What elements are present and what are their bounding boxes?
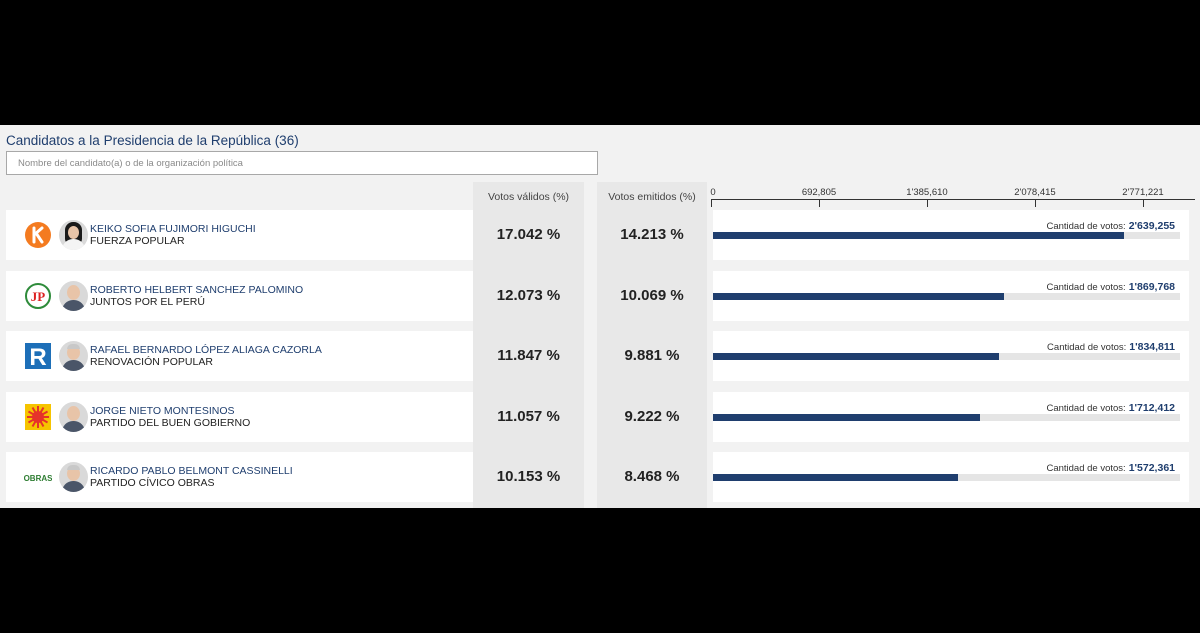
party-name: PARTIDO DEL BUEN GOBIERNO xyxy=(90,416,251,429)
candidate-cell: KEIKO SOFIA FUJIMORI HIGUCHI FUERZA POPU… xyxy=(6,210,473,260)
votes-count-number: 1'869,768 xyxy=(1128,280,1175,293)
candidate-cell: JP ROBERTO HELBERT SANCHEZ PALOMINO JUNT… xyxy=(6,270,473,321)
juntos-por-el-peru-jp-icon: JP xyxy=(24,282,52,310)
votos-validos-value: 11.847 % xyxy=(497,347,560,364)
votes-bar-cell: Cantidad de votos: 1'712,412 xyxy=(713,391,1189,442)
votes-count-number: 1'712,412 xyxy=(1128,401,1175,414)
party-name: RENOVACIÓN POPULAR xyxy=(90,356,213,368)
votes-bar xyxy=(713,413,980,421)
votos-validos-value: 17.042 % xyxy=(496,226,561,243)
votos-emitidos-value: 9.881 % xyxy=(624,347,680,364)
votes-bar-cell: Cantidad de votos: 2'639,255 xyxy=(713,210,1189,260)
candidate-photo xyxy=(59,220,88,250)
candidate-cell: OBRAS RICARDO PABLO BELMONT CASSINELLI P… xyxy=(6,452,473,502)
votes-count: Cantidad de votos: 1'834,811 xyxy=(1047,341,1175,353)
votes-bar-track xyxy=(713,413,1180,421)
votes-count-number: 1'572,361 xyxy=(1128,462,1175,474)
svg-text:JP: JP xyxy=(31,289,46,304)
votes-bar-cell: Cantidad de votos: 1'869,768 xyxy=(713,270,1189,321)
column-header-validos[interactable]: Votos válidos (%) xyxy=(487,191,570,203)
votos-validos-value: 10.153 % xyxy=(496,468,561,485)
axis-tick xyxy=(926,199,928,207)
candidate-name[interactable]: RAFAEL BERNARDO LÓPEZ ALIAGA CAZORLA xyxy=(90,344,322,356)
party-name: FUERZA POPULAR xyxy=(90,235,185,247)
candidate-row[interactable]: JORGE NIETO MONTESINOS PARTIDO DEL BUEN … xyxy=(6,391,1189,442)
column-validos-background xyxy=(473,182,584,508)
votos-emitidos-value: 10.069 % xyxy=(620,286,684,304)
column-header-emitidos[interactable]: Votos emitidos (%) xyxy=(608,191,696,203)
svg-text:R: R xyxy=(29,344,46,370)
votes-bar-cell: Cantidad de votos: 1'572,361 xyxy=(713,452,1189,502)
fuerza-popular-k-icon xyxy=(24,221,52,249)
votes-bar xyxy=(713,232,1125,239)
votes-count-label: Cantidad de votos: xyxy=(1046,463,1126,474)
candidate-photo xyxy=(59,462,88,492)
axis-tick-label: 2'078,415 xyxy=(1014,187,1056,198)
candidate-name[interactable]: JORGE NIETO MONTESINOS xyxy=(90,404,235,417)
svg-text:OBRAS: OBRAS xyxy=(24,474,52,483)
obras-text-icon: OBRAS xyxy=(24,463,52,491)
candidate-row[interactable]: R RAFAEL BERNARDO LÓPEZ ALIAGA CAZORLA R… xyxy=(6,331,1189,381)
votes-bar xyxy=(713,292,1005,300)
axis-tick-label: 0 xyxy=(710,187,716,198)
votes-count-label: Cantidad de votos: xyxy=(1046,281,1126,293)
votes-bar xyxy=(713,353,1000,360)
votos-validos-value: 11.057 % xyxy=(497,407,560,425)
axis-tick xyxy=(1034,199,1036,207)
axis-tick xyxy=(818,199,820,207)
party-name: PARTIDO CÍVICO OBRAS xyxy=(90,477,215,489)
candidate-count: (36) xyxy=(274,133,299,148)
votes-count: Cantidad de votos: 1'712,412 xyxy=(1046,402,1175,414)
votes-count: Cantidad de votos: 2'639,255 xyxy=(1046,220,1175,232)
votes-bar-track xyxy=(713,232,1180,239)
votes-axis: 0 692,805 1'385,610 2'078,415 2'771,221 xyxy=(710,187,1195,209)
votes-count-label: Cantidad de votos: xyxy=(1046,221,1126,232)
votes-bar-cell: Cantidad de votos: 1'834,811 xyxy=(713,331,1189,381)
renovacion-popular-r-icon: R xyxy=(24,342,52,370)
candidate-row[interactable]: OBRAS RICARDO PABLO BELMONT CASSINELLI P… xyxy=(6,452,1189,502)
candidate-row[interactable]: JP ROBERTO HELBERT SANCHEZ PALOMINO JUNT… xyxy=(6,270,1189,321)
page-title: Candidatos a la Presidencia de la Repúbl… xyxy=(6,133,299,148)
axis-tick xyxy=(711,199,712,207)
buen-gobierno-sun-icon xyxy=(24,403,52,431)
candidate-row[interactable]: KEIKO SOFIA FUJIMORI HIGUCHI FUERZA POPU… xyxy=(6,210,1189,260)
party-name: JUNTOS POR EL PERÚ xyxy=(90,295,205,308)
candidate-photo xyxy=(59,280,88,311)
votes-count: Cantidad de votos: 1'869,768 xyxy=(1046,281,1175,293)
axis-tick-label: 692,805 xyxy=(801,187,837,198)
votes-count-label: Cantidad de votos: xyxy=(1047,342,1127,353)
votes-bar-track xyxy=(713,292,1180,300)
votes-bar-track xyxy=(713,353,1180,360)
candidate-name[interactable]: KEIKO SOFIA FUJIMORI HIGUCHI xyxy=(90,223,256,235)
axis-tick-label: 2'771,221 xyxy=(1122,187,1164,198)
candidate-photo xyxy=(59,401,88,432)
votos-validos-value: 12.073 % xyxy=(496,286,561,304)
search-input[interactable] xyxy=(6,151,598,175)
candidate-name[interactable]: RICARDO PABLO BELMONT CASSINELLI xyxy=(90,465,293,477)
title-text: Candidatos a la Presidencia de la Repúbl… xyxy=(6,133,271,148)
results-panel: Candidatos a la Presidencia de la Repúbl… xyxy=(0,125,1200,508)
votos-emitidos-value: 9.222 % xyxy=(624,407,680,425)
axis-tick xyxy=(1143,199,1144,207)
candidate-cell: R RAFAEL BERNARDO LÓPEZ ALIAGA CAZORLA R… xyxy=(6,331,473,381)
candidate-cell: JORGE NIETO MONTESINOS PARTIDO DEL BUEN … xyxy=(6,391,473,442)
votes-count-label: Cantidad de votos: xyxy=(1046,402,1126,414)
votos-emitidos-value: 8.468 % xyxy=(624,468,680,485)
candidate-name[interactable]: ROBERTO HELBERT SANCHEZ PALOMINO xyxy=(90,283,304,296)
axis-line xyxy=(711,199,1195,200)
votes-bar-track xyxy=(713,474,1180,481)
candidate-photo xyxy=(59,341,88,371)
column-emitidos-background xyxy=(597,182,707,508)
votes-count-number: 1'834,811 xyxy=(1129,341,1175,353)
votos-emitidos-value: 14.213 % xyxy=(620,226,684,243)
axis-tick-label: 1'385,610 xyxy=(906,187,948,198)
votes-count-number: 2'639,255 xyxy=(1128,220,1175,232)
votes-count: Cantidad de votos: 1'572,361 xyxy=(1046,462,1175,474)
votes-bar xyxy=(713,474,959,481)
